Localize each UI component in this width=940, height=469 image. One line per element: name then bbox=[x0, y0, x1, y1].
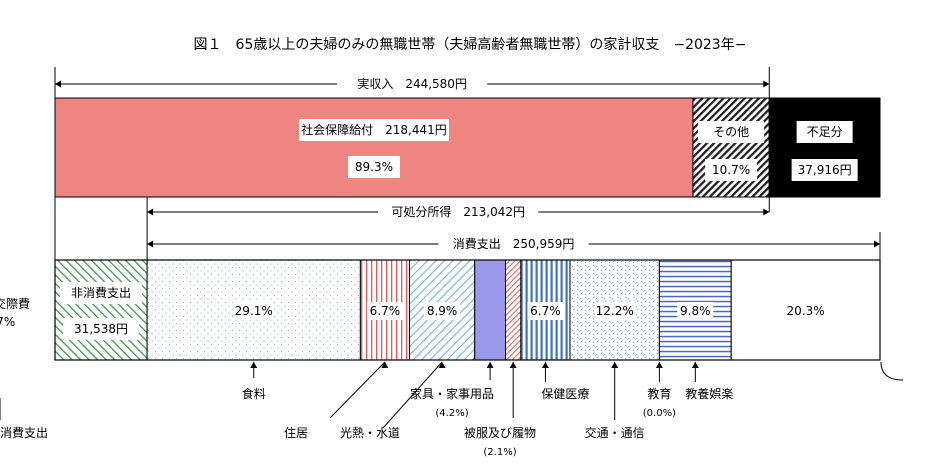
share-label-1: 29.1% bbox=[235, 304, 273, 318]
labels-layer: 社会保障給付 218,441円 89.3% その他 10.7% 不足分 37,916円 実収… bbox=[0, 76, 858, 458]
income-dim-label: 実収入 244,580円 bbox=[357, 76, 467, 91]
shortfall-amount: 37,916円 bbox=[798, 163, 852, 177]
education-pointer-arrow bbox=[655, 362, 663, 368]
bars-layer bbox=[54, 97, 881, 361]
social-security-share: 89.3% bbox=[355, 160, 393, 174]
bar-consumption-5 bbox=[504, 259, 522, 361]
share-bg-1 bbox=[233, 302, 274, 320]
disposable-dim-label-bg bbox=[378, 204, 539, 220]
furniture-label: 家具・家事用品 bbox=[410, 386, 494, 401]
medical-label: 保健医療 bbox=[541, 387, 589, 401]
shortfall-name-bg bbox=[796, 121, 853, 143]
share-label-6: 6.7% bbox=[530, 304, 561, 318]
shortfall-label: 不足分 bbox=[807, 125, 843, 139]
share-label-3: 8.9% bbox=[427, 304, 458, 318]
housing-pointer-arrow bbox=[381, 362, 389, 368]
share-label-7: 12.2% bbox=[596, 304, 634, 318]
expenditure-dim-arrow-right bbox=[874, 240, 880, 248]
share-bg-10 bbox=[785, 302, 826, 320]
housing-label: 住居 bbox=[284, 426, 308, 440]
share-label-9: 9.8% bbox=[680, 304, 711, 318]
share-label-2: 6.7% bbox=[370, 304, 401, 318]
furniture-share: (4.2%) bbox=[435, 408, 468, 419]
clothing-share: (2.1%) bbox=[483, 447, 516, 458]
social-security-name-bg bbox=[298, 119, 449, 141]
shortfall-amount-bg bbox=[791, 159, 858, 181]
share-bg-2 bbox=[366, 302, 403, 320]
disposable-dim-arrow-left bbox=[147, 208, 154, 216]
other-income-name-bg bbox=[698, 121, 765, 143]
share-bg-9 bbox=[677, 302, 714, 320]
other-income-share: 10.7% bbox=[712, 163, 750, 177]
other-income-label: その他 bbox=[713, 125, 749, 139]
culture-label: 教養娯楽 bbox=[685, 386, 733, 401]
housing-pointer-line bbox=[329, 361, 386, 419]
income-bar-3 bbox=[768, 97, 881, 198]
non-consumption-label: 非消費支出 bbox=[71, 285, 131, 300]
bar-consumption-4 bbox=[474, 259, 506, 361]
expenditure-dim-label-bg bbox=[438, 236, 589, 252]
income-dim-label-bg bbox=[337, 76, 488, 92]
non-consumption-amount: 31,538円 bbox=[74, 322, 128, 336]
income-dim-arrow-right bbox=[763, 80, 770, 88]
disposable-dim-label: 可処分所得 213,042円 bbox=[391, 204, 525, 219]
social-security-share-bg bbox=[347, 156, 400, 178]
share-bg-7 bbox=[594, 302, 635, 320]
clothing-label: 被服及び履物 bbox=[464, 426, 536, 440]
other-expense-label: その他の消費支出 bbox=[0, 425, 48, 440]
food-pointer-arrow bbox=[250, 362, 258, 368]
share-bg-6 bbox=[527, 302, 564, 320]
bottom-bar-frame bbox=[54, 259, 881, 361]
non-consumption-amount-bg bbox=[63, 318, 140, 340]
share-label-10: 20.3% bbox=[787, 304, 825, 318]
utility-pointer-arrow bbox=[438, 362, 446, 368]
medical-pointer-arrow bbox=[541, 362, 549, 368]
other-expense-brace bbox=[880, 361, 904, 381]
education-share: (0.0%) bbox=[643, 408, 676, 419]
income-bar-2 bbox=[692, 97, 770, 198]
transport-label: 交通・通信 bbox=[585, 425, 645, 440]
income-bar-1 bbox=[54, 97, 694, 198]
other-income-share-bg bbox=[705, 159, 758, 181]
education-label: 教育 bbox=[647, 386, 671, 401]
sub-item-share: 9.7% bbox=[0, 315, 15, 329]
culture-pointer-arrow bbox=[691, 362, 699, 368]
transport-pointer-arrow bbox=[611, 362, 619, 368]
expenditure-dim-label: 消費支出 250,959円 bbox=[453, 236, 575, 251]
food-label: 食料 bbox=[242, 386, 266, 401]
furniture-pointer-arrow bbox=[486, 362, 494, 368]
chart-title: 図１ 65歳以上の夫婦のみの無職世帯（夫婦高齢者無職世帯）の家計収支 −2023… bbox=[193, 37, 747, 53]
utility-label: 光熱・水道 bbox=[340, 426, 400, 440]
disposable-dim-arrow-right bbox=[763, 208, 770, 216]
social-security-label: 社会保障給付 218,441円 bbox=[301, 122, 447, 137]
non-consumption-name-bg bbox=[60, 282, 143, 304]
sub-item-label: うち交際費 bbox=[0, 296, 30, 311]
utility-pointer-line bbox=[382, 361, 443, 429]
clothing-pointer-arrow bbox=[509, 362, 517, 368]
expenditure-dim-arrow-left bbox=[147, 240, 154, 248]
income-dim-arrow-left bbox=[55, 80, 61, 88]
share-bg-3 bbox=[424, 302, 461, 320]
bar-non-consumption bbox=[54, 259, 148, 361]
